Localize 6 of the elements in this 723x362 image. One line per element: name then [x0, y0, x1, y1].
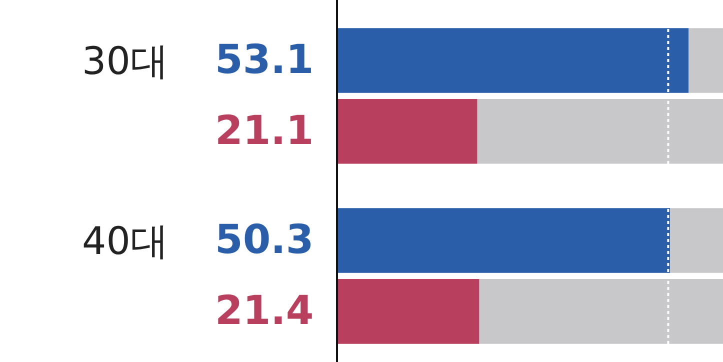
y-tick-label: 30대 [82, 38, 168, 83]
data-label: 50.3 [215, 217, 314, 263]
data-label: 21.4 [215, 288, 314, 334]
y-tick-label: 40대 [82, 218, 168, 263]
data-label: 21.1 [215, 108, 314, 154]
data-label: 53.1 [215, 37, 314, 83]
